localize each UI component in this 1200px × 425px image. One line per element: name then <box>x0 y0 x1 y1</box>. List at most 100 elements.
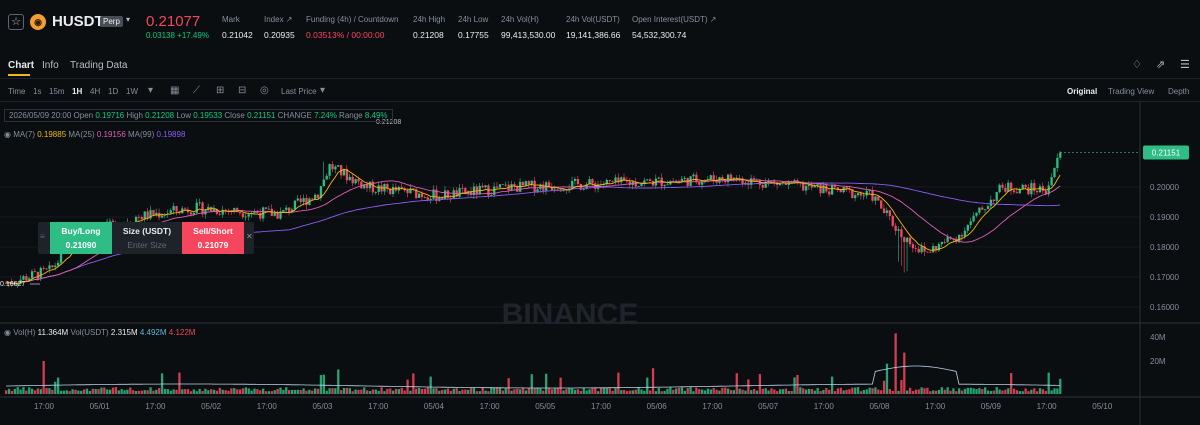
last-price-dropdown[interactable]: Last Price <box>281 87 317 96</box>
settings-icon[interactable]: ☰ <box>1180 59 1190 71</box>
volume-bar <box>865 389 868 394</box>
volume-bar <box>539 388 542 394</box>
interval-1d[interactable]: 1D <box>108 87 119 96</box>
candle-body <box>637 185 640 187</box>
volume-bar <box>845 389 848 394</box>
compare-icon[interactable]: ⊞ <box>216 85 225 96</box>
price-axis-label: 0.19000 <box>1150 213 1179 222</box>
volume-bar <box>340 390 343 394</box>
volume-bar <box>244 387 247 394</box>
bell-icon[interactable]: ♢ <box>1132 59 1142 71</box>
volume-bar <box>594 387 597 394</box>
view-trading-view[interactable]: Trading View <box>1108 87 1155 96</box>
volume-bar <box>441 389 444 394</box>
volume-bar <box>132 390 135 394</box>
candle-body <box>588 179 591 185</box>
chevron-down-icon[interactable]: ▾ <box>126 15 131 24</box>
sell-short-button[interactable]: Sell/Short 0.21079 <box>182 222 244 254</box>
interval-15m[interactable]: 15m <box>49 87 65 96</box>
candle-body <box>172 206 175 211</box>
candle-body <box>1027 187 1030 195</box>
circle-icon[interactable]: ◎ <box>260 85 269 96</box>
watermark: BINANCE <box>502 298 639 331</box>
ma7-value: 0.19885 <box>37 130 67 139</box>
external-link-icon[interactable]: ⇗ <box>1156 59 1166 71</box>
calendar-icon[interactable]: ▦ <box>170 85 180 96</box>
volume-bar <box>718 390 721 394</box>
volume-bar <box>914 389 918 394</box>
candle-body <box>547 182 551 187</box>
volume-bar <box>45 388 48 394</box>
ma7-line <box>5 168 1061 284</box>
candle-body <box>536 189 539 192</box>
close-icon[interactable]: ✕ <box>246 232 253 241</box>
volume-bar <box>698 389 701 394</box>
candle-body <box>380 185 383 192</box>
volume-bar <box>536 387 539 394</box>
stat-oi-label[interactable]: Open Interest(USDT) ↗ <box>632 15 717 24</box>
volume-bar <box>290 389 294 394</box>
volume-bar <box>562 390 565 394</box>
stat-index-label[interactable]: Index ↗ <box>264 15 293 24</box>
volume-bar <box>732 390 736 394</box>
interval-time[interactable]: Time <box>8 87 26 96</box>
ma99-value: 0.19898 <box>156 130 186 139</box>
tab-trading-data[interactable]: Trading Data <box>70 60 128 71</box>
candle-body <box>469 191 473 195</box>
tab-chart[interactable]: Chart <box>8 60 35 71</box>
candle-body <box>490 194 493 196</box>
view-depth[interactable]: Depth <box>1168 87 1190 96</box>
volume-bar <box>542 390 545 394</box>
candle-body <box>836 187 840 190</box>
indicator-icon[interactable]: ⟋ <box>193 85 200 96</box>
volume-bar <box>461 389 464 394</box>
volume-bar <box>299 390 302 394</box>
interval-4h[interactable]: 4H <box>90 87 101 96</box>
volume-bar <box>677 387 681 394</box>
candle-body <box>813 185 816 188</box>
stat-funding-value: 0.03513% / 00:00:00 <box>306 30 385 40</box>
buy-long-button[interactable]: Buy/Long 0.21090 <box>50 222 112 254</box>
favorite-star-icon[interactable]: ☆ <box>8 14 24 30</box>
candle-body <box>273 212 276 216</box>
volume-bar <box>894 333 897 394</box>
candle-body <box>259 213 262 219</box>
time-axis-label: 17:00 <box>925 402 946 411</box>
volume-bar <box>755 390 759 394</box>
volume-bar <box>842 390 845 394</box>
drag-handle-icon[interactable]: ≡ <box>40 232 45 241</box>
view-original[interactable]: Original <box>1067 87 1098 96</box>
price-chart[interactable]: BINANCE 0.20000 0.19000 0.18000 0.17000 0.16… <box>0 102 1200 425</box>
volume-bar <box>617 372 620 394</box>
chevron-down-icon[interactable]: ▾ <box>148 85 154 96</box>
volume-bar <box>288 390 291 394</box>
volume-bar <box>308 389 311 394</box>
volume-bar <box>472 387 476 394</box>
symbol-name[interactable]: HUSDT <box>52 13 104 30</box>
volume-bar <box>117 390 120 394</box>
chevron-down-icon[interactable]: ▾ <box>320 85 326 96</box>
volume-bar <box>155 389 158 394</box>
candle-body <box>435 189 438 201</box>
candle-body <box>828 191 831 195</box>
candle-body <box>1007 182 1010 192</box>
volume-bar <box>247 388 250 394</box>
tab-info[interactable]: Info <box>42 60 59 71</box>
grid-icon[interactable]: ⊟ <box>238 85 247 96</box>
size-input[interactable]: Size (USDT) Enter Size <box>122 226 172 250</box>
volume-bar <box>799 387 802 394</box>
interval-1w[interactable]: 1W <box>126 87 138 96</box>
volume-bar <box>952 388 955 394</box>
candle-body <box>498 184 502 188</box>
candle-body <box>449 197 453 199</box>
volume-bar <box>813 390 816 394</box>
volume-bar <box>314 388 317 394</box>
volume-bar <box>666 388 669 394</box>
volume-bar <box>582 388 585 394</box>
candle-body <box>620 177 623 183</box>
volume-bar <box>625 391 629 394</box>
interval-1h[interactable]: 1H <box>72 87 83 96</box>
candle-body <box>1038 186 1042 193</box>
interval-1s[interactable]: 1s <box>33 87 42 96</box>
volume-bar <box>59 390 63 394</box>
